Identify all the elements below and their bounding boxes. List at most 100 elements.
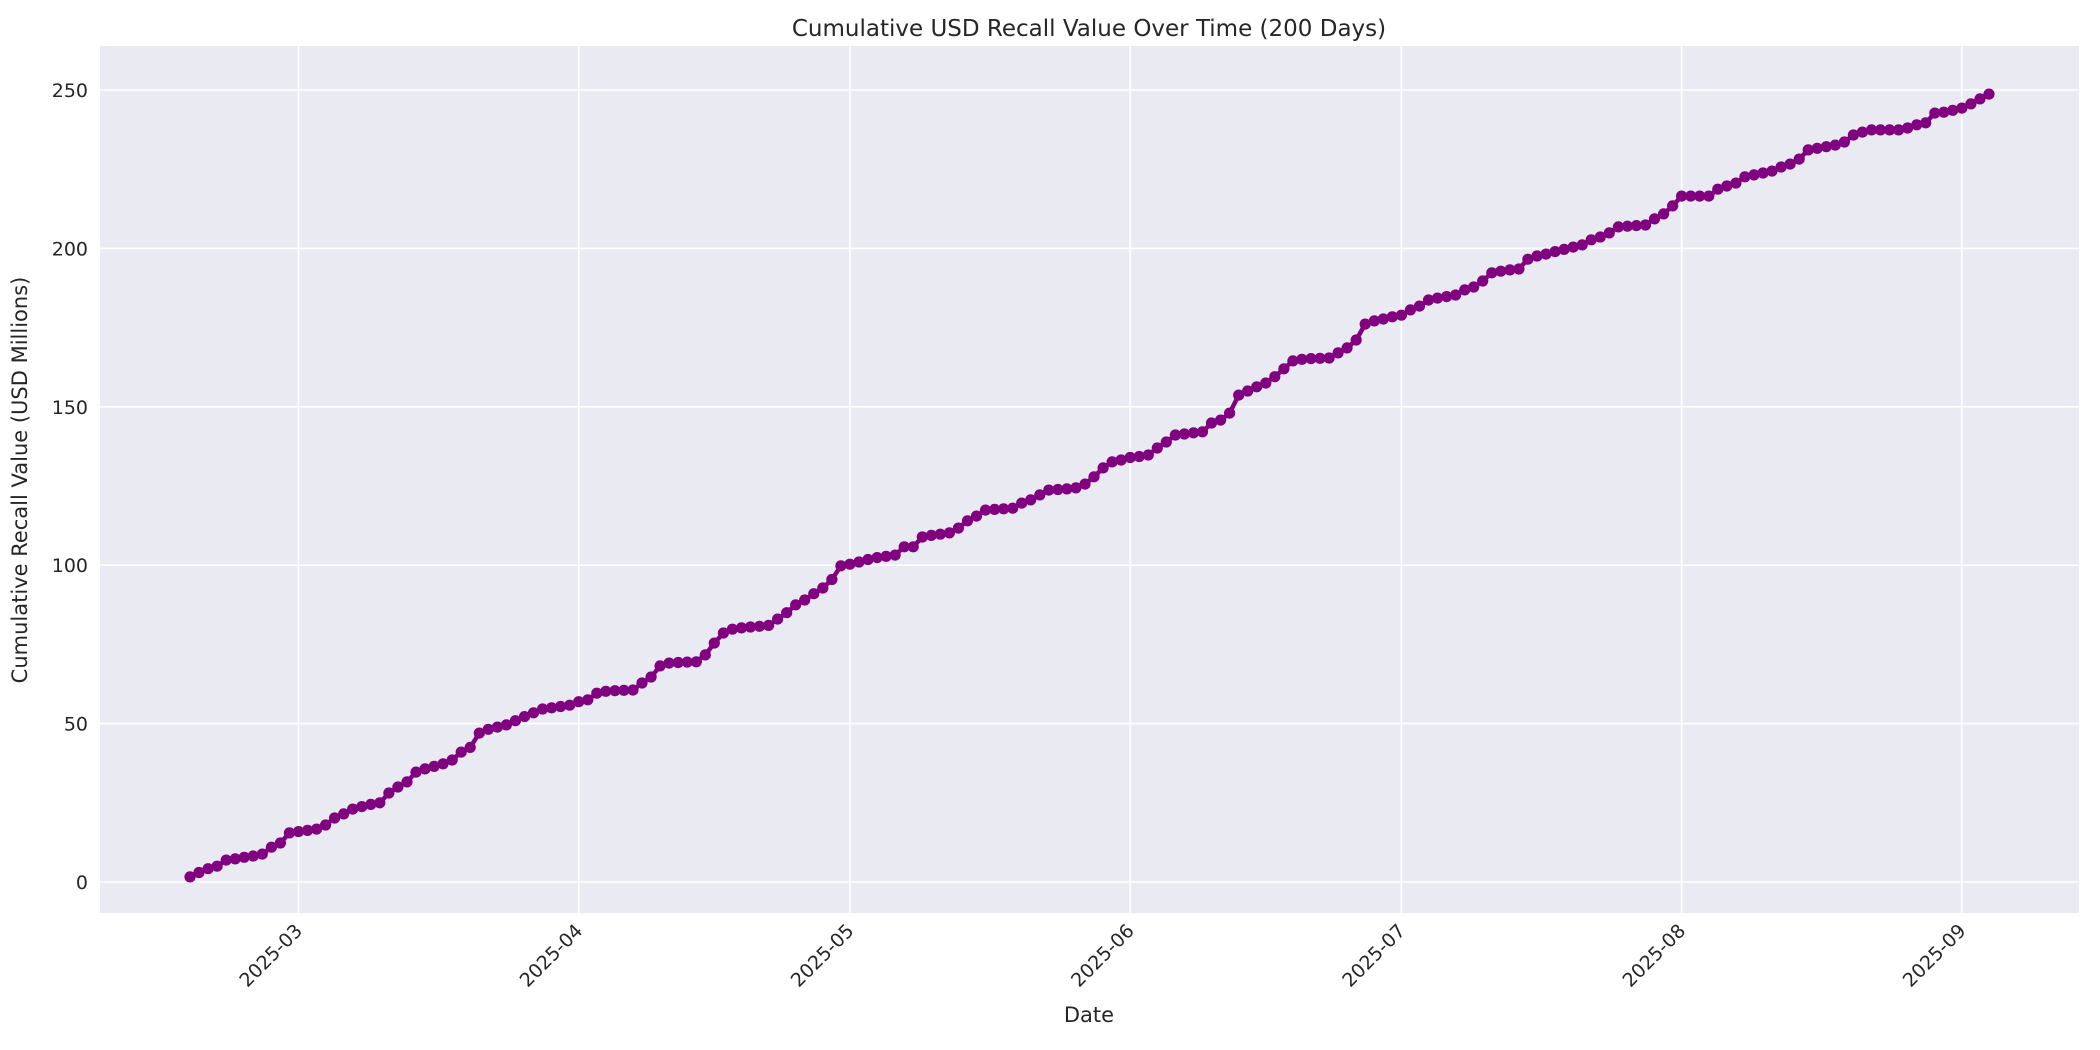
data-point-marker bbox=[889, 549, 901, 561]
data-point-marker bbox=[1793, 153, 1805, 165]
data-point-marker bbox=[446, 754, 458, 766]
data-point-marker bbox=[1106, 456, 1118, 468]
data-point-marker bbox=[1296, 353, 1308, 365]
data-point-marker bbox=[1314, 352, 1326, 364]
data-point-marker bbox=[1712, 183, 1724, 195]
data-point-marker bbox=[455, 746, 467, 758]
data-point-marker bbox=[1730, 177, 1742, 189]
data-point-marker bbox=[1052, 483, 1064, 496]
data-point-marker bbox=[1034, 489, 1046, 501]
data-point-marker bbox=[627, 684, 639, 696]
data-point-marker bbox=[247, 850, 259, 862]
data-point-marker bbox=[1016, 497, 1028, 509]
data-point-marker bbox=[663, 657, 675, 669]
data-point-marker bbox=[283, 827, 295, 839]
data-point-marker bbox=[509, 715, 521, 727]
data-point-marker bbox=[582, 694, 594, 706]
data-point-marker bbox=[238, 851, 250, 863]
data-point-marker bbox=[1079, 478, 1091, 490]
x-tick-label: 2025-06 bbox=[1067, 920, 1139, 992]
data-point-marker bbox=[500, 719, 512, 731]
data-point-marker bbox=[1431, 292, 1444, 304]
data-point-marker bbox=[1721, 180, 1733, 192]
data-point-marker bbox=[1865, 124, 1878, 136]
data-point-marker bbox=[844, 558, 856, 570]
data-point-marker bbox=[600, 685, 612, 697]
data-point-marker bbox=[193, 866, 205, 879]
data-point-marker bbox=[1007, 502, 1019, 514]
data-point-marker bbox=[437, 758, 449, 770]
data-point-marker bbox=[1540, 248, 1552, 260]
data-point-marker bbox=[202, 863, 214, 875]
data-point-marker bbox=[1242, 385, 1254, 397]
data-point-marker bbox=[717, 627, 730, 639]
data-point-marker bbox=[1974, 93, 1986, 105]
data-point-marker bbox=[564, 699, 576, 711]
x-tick-label: 2025-07 bbox=[1338, 920, 1410, 992]
data-point-marker bbox=[1648, 213, 1661, 225]
data-point-marker bbox=[1260, 377, 1272, 389]
y-tick-label: 200 bbox=[52, 238, 88, 260]
data-point-marker bbox=[1576, 239, 1588, 251]
data-point-marker bbox=[274, 837, 286, 849]
y-tick-label: 0 bbox=[76, 872, 88, 894]
x-tick-label: 2025-08 bbox=[1618, 920, 1690, 992]
data-point-marker bbox=[808, 588, 820, 600]
data-point-marker bbox=[1856, 126, 1868, 138]
data-point-marker bbox=[1088, 471, 1100, 483]
data-point-marker bbox=[537, 703, 549, 715]
data-point-marker bbox=[555, 700, 567, 713]
data-point-marker bbox=[365, 798, 377, 811]
data-point-marker bbox=[1377, 313, 1389, 325]
y-tick-label: 250 bbox=[52, 80, 88, 102]
data-point-marker bbox=[1621, 220, 1633, 232]
data-point-marker bbox=[672, 656, 684, 669]
data-point-marker bbox=[618, 684, 630, 696]
data-point-marker bbox=[1585, 234, 1597, 246]
data-point-marker bbox=[338, 808, 350, 820]
data-point-marker bbox=[1739, 171, 1751, 183]
data-point-marker bbox=[952, 522, 965, 534]
data-point-marker bbox=[1323, 352, 1335, 364]
data-point-marker bbox=[1983, 88, 1995, 100]
data-point-marker bbox=[726, 623, 739, 635]
data-point-marker bbox=[1929, 107, 1941, 119]
data-point-marker bbox=[1061, 483, 1073, 495]
data-point-marker bbox=[410, 766, 422, 778]
x-tick-label: 2025-05 bbox=[787, 920, 859, 992]
data-point-marker bbox=[645, 671, 657, 683]
data-point-marker bbox=[482, 723, 494, 735]
data-point-marker bbox=[1694, 190, 1706, 202]
data-point-marker bbox=[518, 711, 531, 723]
data-point-marker bbox=[1133, 450, 1145, 463]
data-point-marker bbox=[428, 760, 440, 773]
data-point-marker bbox=[220, 854, 232, 866]
data-point-marker bbox=[464, 741, 476, 754]
data-point-marker bbox=[1630, 220, 1642, 232]
data-point-marker bbox=[1504, 264, 1516, 276]
data-point-marker bbox=[1884, 124, 1896, 136]
data-point-marker bbox=[1549, 246, 1561, 258]
data-point-marker bbox=[1956, 102, 1968, 114]
data-point-marker bbox=[1450, 289, 1462, 301]
data-point-marker bbox=[1775, 161, 1787, 173]
data-point-marker bbox=[1043, 484, 1055, 496]
data-point-marker bbox=[1124, 451, 1136, 464]
data-point-marker bbox=[1070, 482, 1082, 494]
data-point-marker bbox=[907, 541, 919, 553]
y-axis-label: Cumulative Recall Value (USD Millions) bbox=[8, 277, 32, 684]
data-point-marker bbox=[853, 556, 865, 568]
data-point-marker bbox=[1667, 200, 1679, 212]
data-point-marker bbox=[781, 607, 793, 619]
data-point-marker bbox=[184, 871, 196, 883]
x-axis-label: Date bbox=[1064, 1003, 1114, 1027]
data-point-marker bbox=[329, 812, 341, 824]
data-point-marker bbox=[880, 550, 892, 562]
data-point-marker bbox=[1639, 219, 1652, 231]
data-point-marker bbox=[1567, 241, 1579, 253]
data-point-marker bbox=[573, 696, 585, 708]
data-point-marker bbox=[1920, 117, 1932, 129]
data-point-marker bbox=[1187, 427, 1200, 439]
x-tick-label: 2025-04 bbox=[516, 920, 588, 992]
